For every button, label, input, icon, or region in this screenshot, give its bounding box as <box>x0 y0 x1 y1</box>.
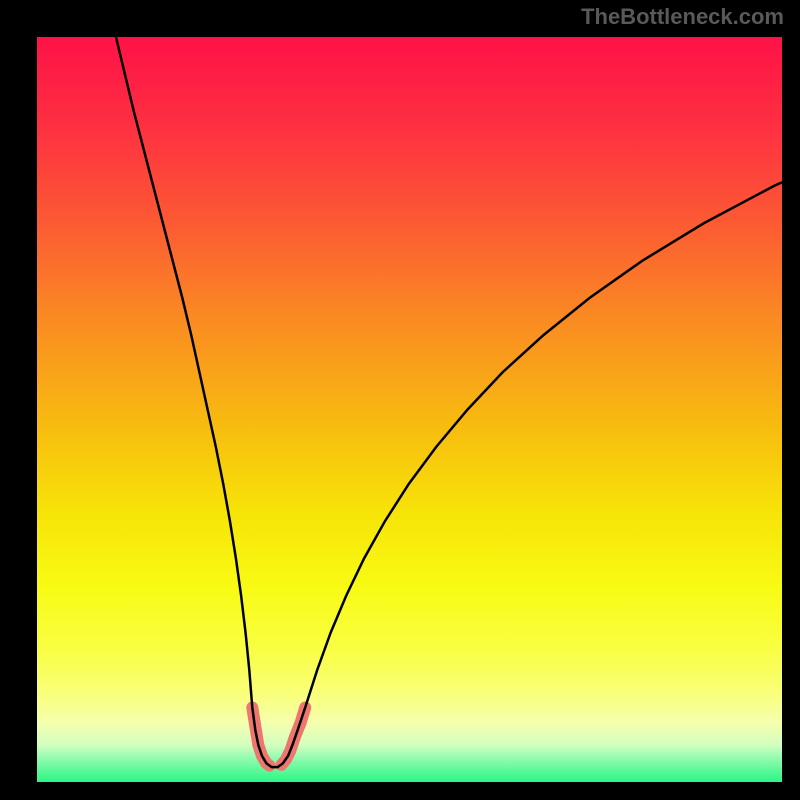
plot-area <box>37 37 782 782</box>
watermark-text: TheBottleneck.com <box>581 4 784 30</box>
chart-container: TheBottleneck.com <box>0 0 800 800</box>
gradient-background <box>37 37 782 782</box>
